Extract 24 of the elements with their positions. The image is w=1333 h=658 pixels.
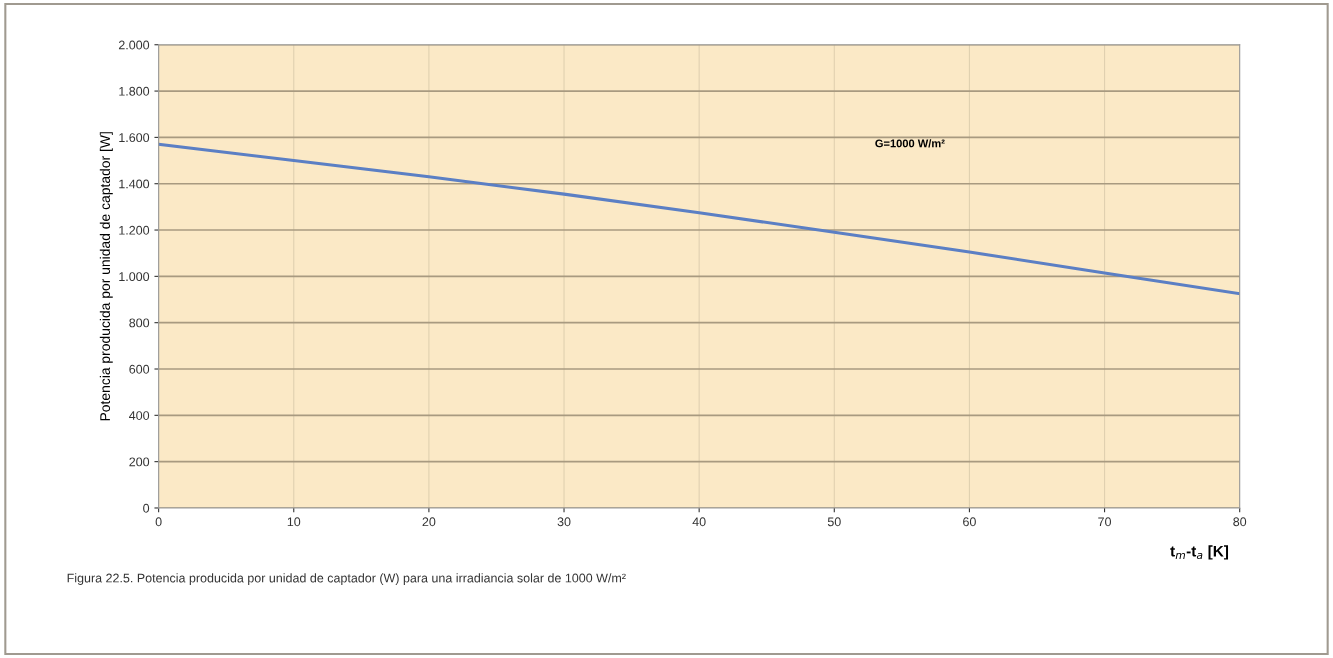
y-tick-label: 800 <box>129 318 150 328</box>
x-tick-label: 40 <box>692 517 706 527</box>
text: Figura 22.5. Potencia producida por unidad de captador (W) para una irradiancia solar de 1000 W/m² <box>67 573 626 585</box>
x-axis-title: t$_{m}$-t$_{a}$ [K] <box>1170 545 1229 560</box>
x-tick-label: 50 <box>827 517 841 527</box>
y-tick-label: 1.000 <box>119 272 150 282</box>
y-axis-title: Potencia producida por unidad de captador [W] <box>99 132 113 421</box>
y-tick-label: 1.400 <box>119 179 150 189</box>
x-tick-label: 70 <box>1098 517 1112 527</box>
y-tick-label: 1.800 <box>119 86 150 96</box>
x-tick-label: 0 <box>155 517 162 527</box>
y-tick-label: 1.200 <box>119 225 150 235</box>
text: G=1000 W/m² <box>875 139 945 148</box>
x-tick-label: 20 <box>422 517 436 527</box>
x-tick-label: 60 <box>963 517 976 527</box>
y-tick-label: 200 <box>129 457 150 467</box>
y-tick-label: 0 <box>143 503 150 513</box>
y-tick-label: 600 <box>129 364 150 374</box>
x-tick-label: 80 <box>1233 517 1247 527</box>
x-tick-label: 10 <box>287 517 301 527</box>
y-tick-label: 1.600 <box>119 133 150 143</box>
x-tick-label: 30 <box>557 517 571 527</box>
y-tick-label: 2.000 <box>118 40 150 50</box>
y-tick-label: 400 <box>129 411 150 420</box>
